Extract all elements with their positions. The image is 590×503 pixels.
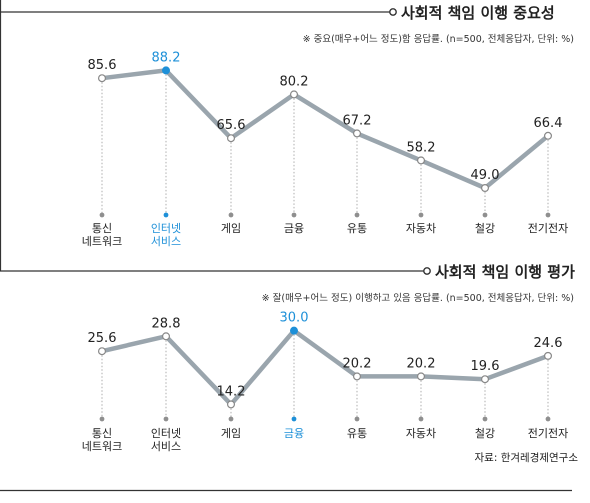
category-label: 서비스 [151,235,181,248]
value-label: 28.8 [152,316,181,331]
category-label: 철강 [475,222,495,235]
baseline-marker [482,212,488,218]
baseline-marker [418,212,424,218]
category-label: 인터넷 [151,427,181,440]
value-label: 49.0 [471,168,500,183]
category-label: 서비스 [151,440,181,453]
source-note: 자료: 한겨레경제연구소 [475,451,579,464]
category-label: 통신 [92,222,112,235]
baseline-marker [545,212,551,218]
value-label: 20.2 [343,356,372,371]
data-point [417,156,426,165]
category-label: 철강 [475,427,495,440]
baseline-marker [99,212,105,218]
data-point [162,66,171,75]
baseline-marker [291,416,297,422]
baseline-marker [163,212,169,218]
baseline-marker [99,416,105,422]
panel-1-frame [0,0,428,272]
series-line [99,68,551,191]
category-label: 자동차 [406,222,436,235]
category-label: 금융 [284,222,304,235]
chart-1-title: 사회적 책임 이행 중요성 [401,4,555,22]
data-point [353,129,362,138]
category-label: 유통 [347,222,367,235]
chart-1-note: ※ 중요(매우+어느 정도)함 응답률. (n=500, 전체응답자, 단위: … [303,33,574,45]
baseline-marker [545,416,551,422]
category-label: 네트워크 [82,440,122,453]
data-point [97,74,106,83]
panel-2-title-marker [423,267,431,275]
value-label: 25.6 [88,331,117,346]
value-label: 80.2 [280,74,309,89]
data-point [97,347,106,356]
value-label: 58.2 [407,140,436,155]
value-label: 67.2 [343,113,372,128]
category-label: 통신 [92,427,112,440]
category-label: 금융 [284,427,304,440]
value-label: 30.0 [280,311,309,326]
data-point [417,372,426,381]
category-label: 네트워크 [82,235,122,248]
data-point [353,372,362,381]
category-label: 자동차 [406,427,436,440]
value-label: 14.2 [217,384,246,399]
category-label: 유통 [347,427,367,440]
value-label: 65.6 [217,118,246,133]
value-label: 24.6 [534,336,563,351]
baseline-marker [163,416,169,422]
baseline-marker [354,416,360,422]
category-label: 전기전자 [528,427,568,440]
chart-2-title: 사회적 책임 이행 평가 [435,263,575,281]
data-point [162,332,171,341]
chart-2-note: ※ 잘(매우+어느 정도) 이행하고 있음 응답률. (n=500, 전체응답자… [262,292,574,304]
data-point [227,134,236,143]
category-label: 전기전자 [528,222,568,235]
category-label: 게임 [221,222,241,235]
value-label: 19.6 [471,359,500,374]
baseline-marker [482,416,488,422]
data-point [290,326,299,335]
baseline-marker [418,416,424,422]
data-point [543,131,552,140]
series-line [99,328,551,407]
data-point [227,400,236,409]
baseline-marker [228,212,234,218]
panel-1-title-marker [389,8,397,16]
data-point [290,90,299,99]
value-label: 85.6 [88,58,117,73]
data-point [543,351,552,360]
category-label: 인터넷 [151,222,181,235]
value-label: 20.2 [407,356,436,371]
category-label: 게임 [221,427,241,440]
data-point [481,375,490,384]
data-point [481,184,490,193]
value-label: 88.2 [152,50,181,65]
baseline-marker [291,212,297,218]
value-label: 66.4 [534,116,563,131]
baseline-marker [228,416,234,422]
baseline-marker [354,212,360,218]
